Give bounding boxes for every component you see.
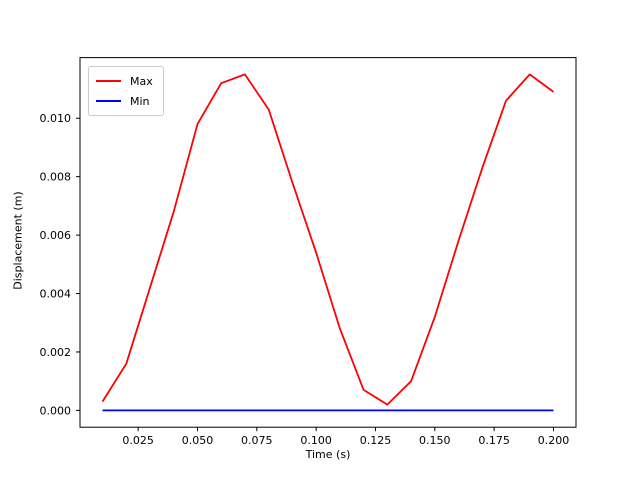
max-line-sample (96, 80, 121, 82)
y-tick-label: 0.000 (40, 404, 72, 417)
max-line (101, 73, 555, 406)
x-tick-label: 0.200 (538, 434, 570, 447)
x-tick-label: 0.075 (241, 434, 273, 447)
x-tick-label: 0.025 (122, 434, 154, 447)
x-tick-label: 0.050 (182, 434, 214, 447)
y-tick-label: 0.010 (40, 112, 72, 125)
y-tick-label: 0.004 (40, 288, 72, 301)
x-axis-label: Time (s) (305, 448, 351, 461)
min-line-sample (96, 100, 121, 102)
legend: Max Min (88, 66, 164, 116)
legend-entry-min: Min (96, 91, 153, 111)
x-tick-label: 0.175 (478, 434, 510, 447)
y-tick-label: 0.002 (40, 346, 72, 359)
y-tick-label: 0.006 (40, 229, 72, 242)
x-tick-label: 0.150 (419, 434, 451, 447)
x-tick-label: 0.100 (300, 434, 332, 447)
legend-entry-max: Max (96, 71, 153, 91)
x-tick-label: 0.125 (360, 434, 392, 447)
min-legend-label: Min (130, 94, 150, 108)
y-tick-label: 0.008 (40, 171, 72, 184)
plot-frame (79, 57, 577, 428)
max-legend-label: Max (130, 74, 153, 88)
y-axis-label: Displacement (m) (11, 191, 25, 290)
